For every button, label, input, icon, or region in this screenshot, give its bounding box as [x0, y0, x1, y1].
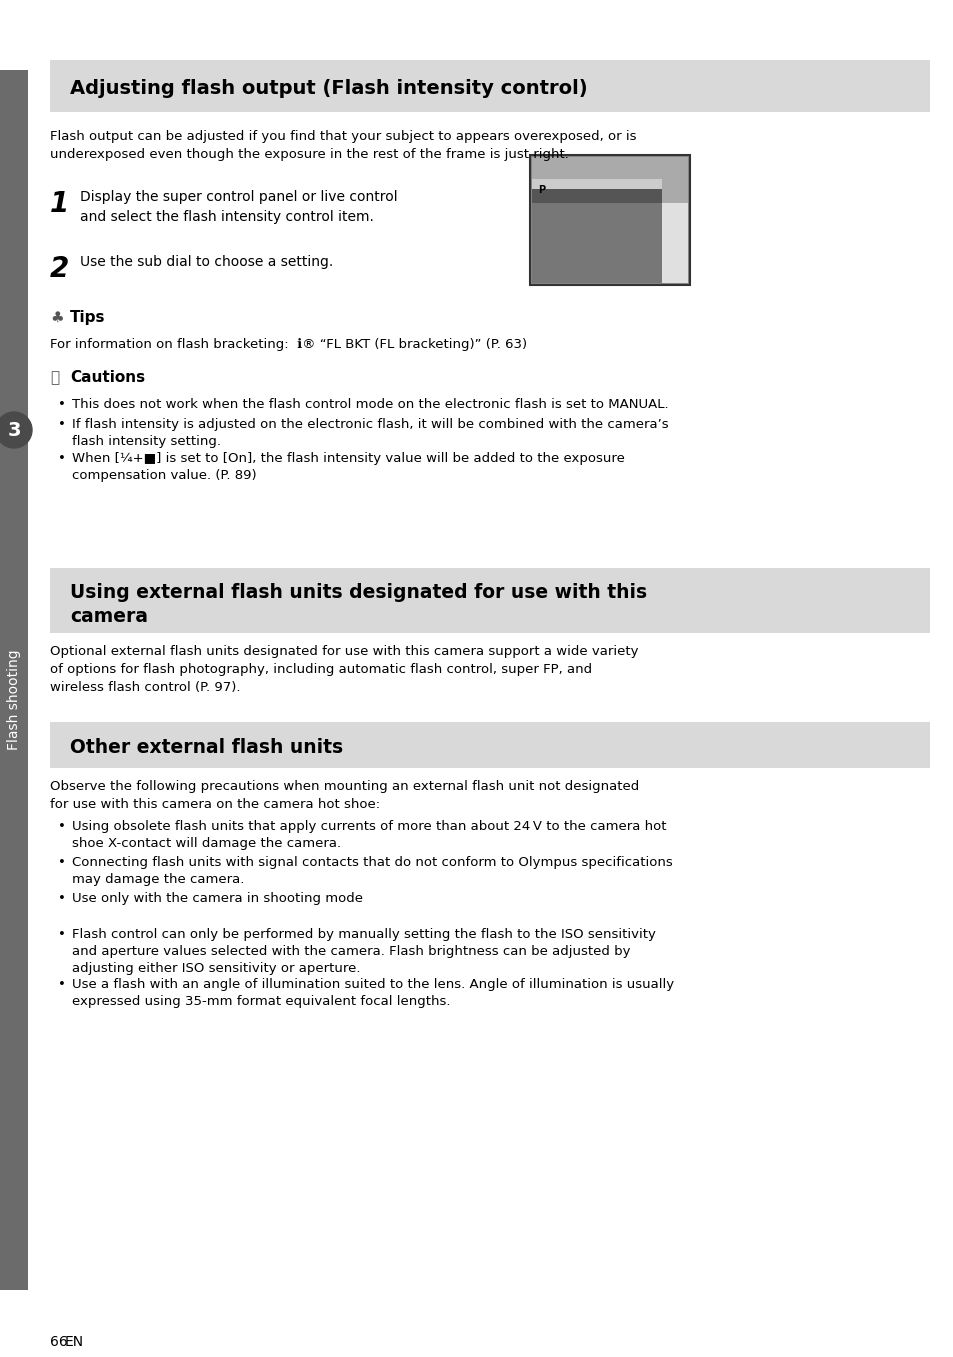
FancyBboxPatch shape [0, 71, 28, 1291]
FancyBboxPatch shape [532, 157, 687, 284]
Text: ⓘ: ⓘ [50, 370, 59, 385]
Text: 2: 2 [50, 255, 70, 284]
FancyBboxPatch shape [0, 0, 953, 58]
Text: When [¼+■] is set to [On], the flash intensity value will be added to the exposu: When [¼+■] is set to [On], the flash int… [71, 452, 624, 482]
FancyBboxPatch shape [532, 204, 661, 284]
Text: •: • [58, 820, 66, 833]
Text: Using obsolete flash units that apply currents of more than about 24 V to the ca: Using obsolete flash units that apply cu… [71, 820, 666, 849]
Text: •: • [58, 452, 66, 465]
Text: ♣: ♣ [50, 309, 64, 324]
Text: 66: 66 [50, 1335, 68, 1349]
Text: Adjusting flash output (Flash intensity control): Adjusting flash output (Flash intensity … [70, 79, 587, 98]
Text: •: • [58, 892, 66, 905]
Text: Use the sub dial to choose a setting.: Use the sub dial to choose a setting. [80, 255, 333, 269]
Text: Flash control can only be performed by manually setting the flash to the ISO sen: Flash control can only be performed by m… [71, 928, 656, 974]
Text: 3: 3 [8, 421, 21, 440]
Text: Optional external flash units designated for use with this camera support a wide: Optional external flash units designated… [50, 645, 638, 693]
Text: P: P [537, 185, 544, 195]
Text: This does not work when the flash control mode on the electronic flash is set to: This does not work when the flash contro… [71, 398, 668, 411]
Text: 1: 1 [50, 190, 70, 218]
FancyBboxPatch shape [50, 569, 929, 632]
FancyBboxPatch shape [50, 722, 929, 768]
Text: Use a flash with an angle of illumination suited to the lens. Angle of illuminat: Use a flash with an angle of illuminatio… [71, 978, 674, 1008]
Text: •: • [58, 418, 66, 432]
Text: Display the super control panel or live control
and select the flash intensity c: Display the super control panel or live … [80, 190, 397, 224]
Text: For information on flash bracketing:  ℹ® “FL BKT (FL bracketing)” (P. 63): For information on flash bracketing: ℹ® … [50, 338, 527, 351]
Text: Observe the following precautions when mounting an external flash unit not desig: Observe the following precautions when m… [50, 780, 639, 811]
FancyBboxPatch shape [532, 179, 661, 189]
FancyBboxPatch shape [530, 155, 689, 285]
FancyBboxPatch shape [661, 204, 687, 284]
Text: •: • [58, 928, 66, 940]
Text: Tips: Tips [70, 309, 106, 324]
FancyBboxPatch shape [532, 189, 661, 204]
Text: Connecting flash units with signal contacts that do not conform to Olympus speci: Connecting flash units with signal conta… [71, 856, 672, 886]
Text: Cautions: Cautions [70, 370, 145, 385]
Text: Using external flash units designated for use with this
camera: Using external flash units designated fo… [70, 584, 646, 626]
Text: If flash intensity is adjusted on the electronic flash, it will be combined with: If flash intensity is adjusted on the el… [71, 418, 668, 448]
FancyBboxPatch shape [50, 60, 929, 113]
Text: Other external flash units: Other external flash units [70, 737, 343, 756]
Text: •: • [58, 978, 66, 991]
Text: Use only with the camera in shooting mode: Use only with the camera in shooting mod… [71, 892, 367, 905]
Text: Flash shooting: Flash shooting [7, 650, 21, 750]
Text: Flash output can be adjusted if you find that your subject to appears overexpose: Flash output can be adjusted if you find… [50, 130, 636, 161]
Text: •: • [58, 398, 66, 411]
Text: •: • [58, 856, 66, 868]
Circle shape [0, 413, 32, 448]
Text: EN: EN [65, 1335, 84, 1349]
